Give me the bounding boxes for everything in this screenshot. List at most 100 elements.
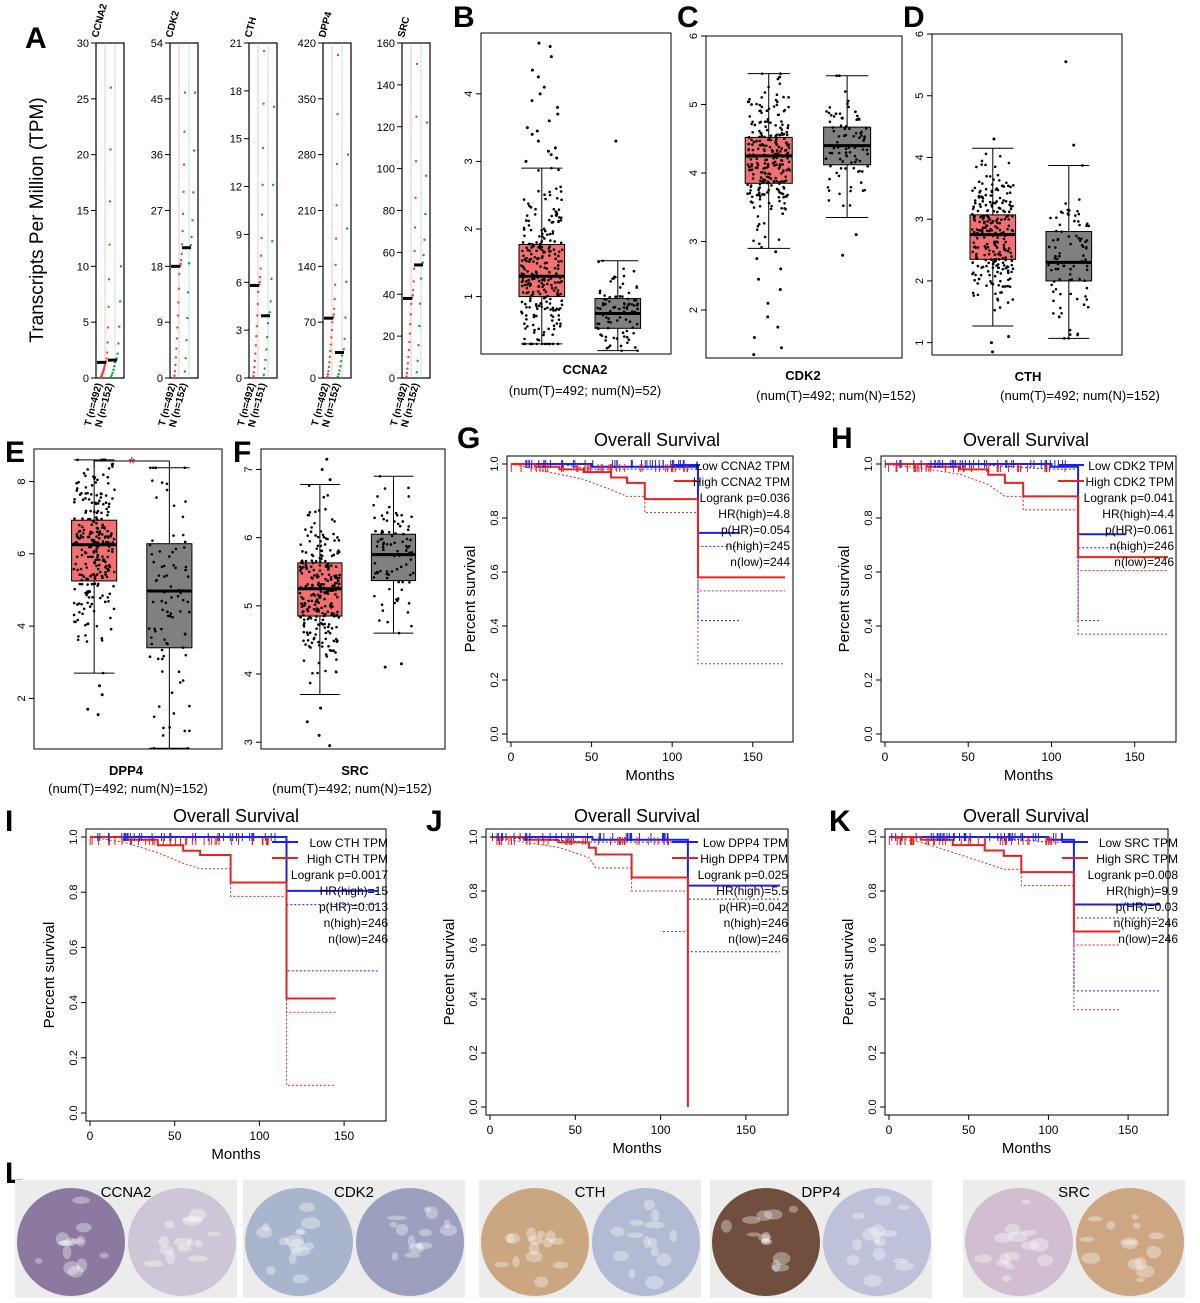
jitter-point	[543, 229, 547, 233]
jitter-point	[984, 193, 988, 197]
jitter-point	[401, 520, 405, 523]
jitter-point	[559, 307, 562, 310]
jitter-point	[93, 577, 97, 581]
ihc-texture	[645, 1275, 664, 1290]
y-axis-label: Percent survival	[840, 919, 857, 1026]
jitter-point	[1066, 208, 1070, 212]
panel-a-dot	[271, 239, 274, 243]
jitter-point	[179, 591, 183, 595]
jitter-point	[750, 164, 753, 168]
outlier-point	[556, 112, 560, 116]
jitter-point	[333, 520, 336, 523]
ci-lower-high	[89, 836, 336, 1013]
jitter-point	[981, 226, 985, 229]
panel-a-dot	[405, 371, 409, 375]
jitter-point	[534, 303, 538, 306]
jitter-point	[324, 669, 327, 673]
jitter-point	[86, 517, 90, 521]
jitter-point	[400, 513, 403, 517]
jitter-point	[556, 281, 560, 284]
jitter-point	[410, 515, 413, 519]
y-tick-label: 6	[914, 31, 926, 37]
panel-a-dot	[422, 253, 425, 257]
jitter-point	[538, 247, 542, 250]
jitter-point	[767, 107, 771, 111]
y-tick-label: 1.0	[489, 456, 501, 471]
jitter-point	[827, 189, 831, 192]
ihc-texture	[439, 1224, 458, 1236]
jitter-point	[1007, 247, 1011, 250]
jitter-point	[101, 555, 104, 558]
ihc-texture	[506, 1234, 514, 1244]
jitter-point	[98, 570, 102, 574]
jitter-point	[93, 561, 96, 565]
jitter-point	[626, 341, 629, 344]
outlier-point	[766, 301, 770, 305]
jitter-point	[828, 106, 832, 109]
jitter-point	[540, 256, 544, 260]
ihc-pair-DPP4: DPP4	[710, 1180, 932, 1298]
jitter-point	[781, 123, 784, 126]
jitter-point	[752, 155, 756, 158]
panel-a-dot	[415, 62, 419, 66]
ihc-texture	[425, 1206, 439, 1220]
jitter-point	[306, 583, 310, 586]
jitter-point	[104, 494, 108, 497]
jitter-point	[302, 618, 306, 622]
jitter-point	[90, 523, 93, 526]
ihc-core-tumor	[965, 1188, 1073, 1296]
panel-a-dot	[336, 112, 339, 116]
ihc-texture	[1106, 1221, 1116, 1230]
jitter-point	[992, 178, 995, 181]
jitter-point	[995, 210, 999, 214]
panel-a-dot	[187, 262, 191, 265]
jitter-point	[972, 294, 976, 297]
outlier-point	[399, 662, 403, 666]
panel-a-dot	[106, 341, 109, 344]
jitter-point	[520, 259, 524, 262]
x-tick-label: 100	[249, 1129, 269, 1143]
jitter-point	[85, 566, 89, 569]
jitter-point	[385, 576, 389, 580]
ihc-texture	[1001, 1274, 1012, 1282]
jitter-point	[82, 471, 86, 475]
jitter-point	[73, 542, 76, 545]
jitter-point	[543, 342, 547, 346]
jitter-point	[986, 209, 989, 213]
ihc-texture	[545, 1230, 556, 1243]
ihc-texture	[644, 1221, 665, 1229]
jitter-point	[326, 625, 330, 629]
jitter-point	[95, 530, 99, 534]
jitter-point	[768, 145, 772, 149]
jitter-point	[552, 289, 556, 292]
jitter-point	[103, 560, 107, 564]
y-tick-label: 4	[16, 623, 28, 629]
jitter-point	[389, 543, 393, 546]
jitter-point	[79, 567, 83, 571]
ihc-texture	[76, 1258, 88, 1273]
jitter-point	[770, 204, 774, 208]
jitter-point	[84, 509, 88, 513]
jitter-point	[401, 580, 404, 584]
jitter-point	[548, 270, 551, 274]
ihc-texture	[534, 1276, 549, 1288]
jitter-point	[155, 496, 158, 499]
jitter-point	[779, 150, 782, 153]
jitter-point	[150, 552, 154, 556]
y-tick-label: 0.8	[468, 883, 480, 898]
jitter-point	[991, 219, 995, 223]
jitter-point	[151, 539, 154, 542]
jitter-point	[87, 555, 90, 559]
jitter-point	[111, 462, 115, 466]
ci-lower-high	[510, 463, 785, 592]
y-tick-label: 3	[914, 216, 926, 222]
jitter-point	[328, 648, 332, 652]
jitter-point	[101, 526, 104, 529]
jitter-point	[981, 265, 985, 269]
jitter-point	[183, 633, 187, 636]
jitter-point	[556, 342, 560, 346]
jitter-point	[527, 219, 531, 223]
jitter-point	[1059, 292, 1062, 296]
panel-a-tick-label: 25	[77, 94, 89, 106]
jitter-point	[104, 501, 108, 505]
